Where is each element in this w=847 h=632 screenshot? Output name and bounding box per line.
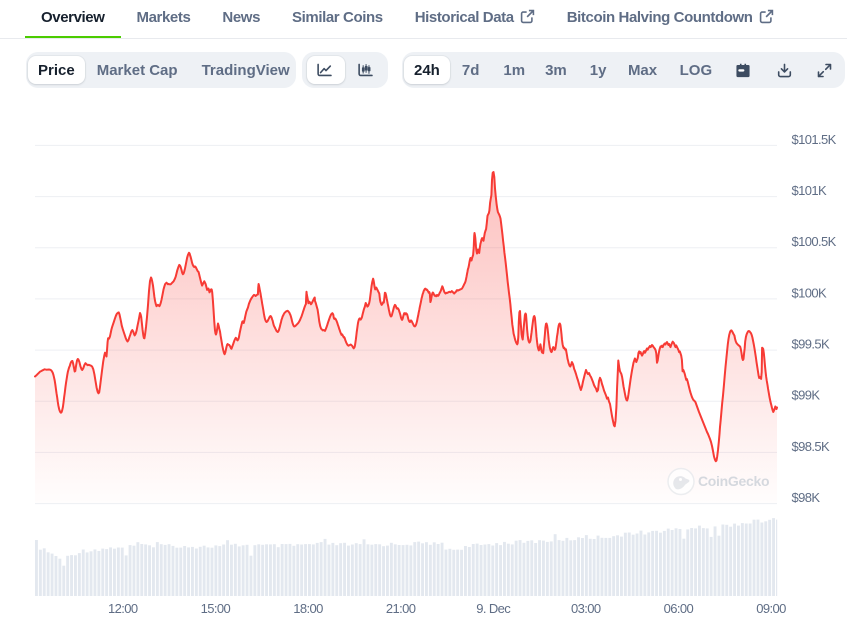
- svg-text:06:00: 06:00: [664, 601, 694, 616]
- svg-text:09:00: 09:00: [756, 601, 786, 616]
- svg-text:$98K: $98K: [792, 490, 821, 505]
- svg-text:CoinGecko: CoinGecko: [698, 473, 769, 489]
- svg-text:03:00: 03:00: [571, 601, 601, 616]
- svg-text:$98.5K: $98.5K: [792, 439, 831, 454]
- svg-text:$101K: $101K: [792, 183, 828, 198]
- svg-text:18:00: 18:00: [293, 601, 323, 616]
- svg-text:9. Dec: 9. Dec: [476, 601, 511, 616]
- svg-text:$100.5K: $100.5K: [792, 234, 837, 249]
- svg-text:$99K: $99K: [792, 388, 821, 403]
- svg-text:$99.5K: $99.5K: [792, 337, 831, 352]
- svg-text:$100K: $100K: [792, 285, 828, 300]
- svg-text:21:00: 21:00: [386, 601, 416, 616]
- svg-text:12:00: 12:00: [108, 601, 138, 616]
- svg-text:15:00: 15:00: [201, 601, 231, 616]
- svg-text:$101.5K: $101.5K: [792, 132, 837, 147]
